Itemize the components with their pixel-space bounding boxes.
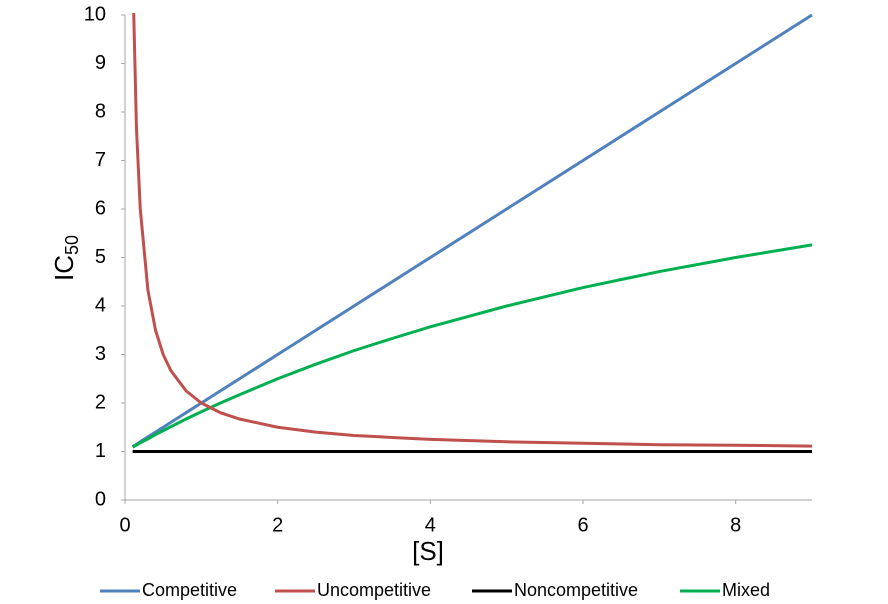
y-axis-title-main: IC [49,255,79,281]
y-tick-label: 1 [95,440,106,462]
legend-label: Uncompetitive [317,580,431,600]
x-tick-label: 2 [272,514,283,536]
x-tick-label: 6 [577,514,588,536]
legend-label: Competitive [142,580,237,600]
series-line [131,243,813,449]
series-line [131,13,813,448]
x-tick-label: 8 [730,514,741,536]
y-tick-label: 6 [95,197,106,219]
x-tick-label: 4 [425,514,436,536]
y-axis-title: IC50 [49,235,82,281]
y-tick-label: 0 [95,488,106,510]
x-tick-label: 0 [119,514,130,536]
series-line [132,13,813,448]
legend-label: Noncompetitive [514,580,638,600]
y-tick-label: 3 [95,343,106,365]
y-tick-label: 8 [95,100,106,122]
y-tick-label: 10 [84,3,106,25]
legend-label: Mixed [722,580,770,600]
plot-area [131,13,813,453]
y-axis-title-sub: 50 [62,235,82,255]
x-axis-title: [S] [412,536,444,566]
y-tick-label: 9 [95,52,106,74]
y-tick-label: 5 [95,246,106,268]
y-tick-label: 4 [95,294,106,316]
y-tick-label: 7 [95,149,106,171]
y-tick-label: 2 [95,391,106,413]
